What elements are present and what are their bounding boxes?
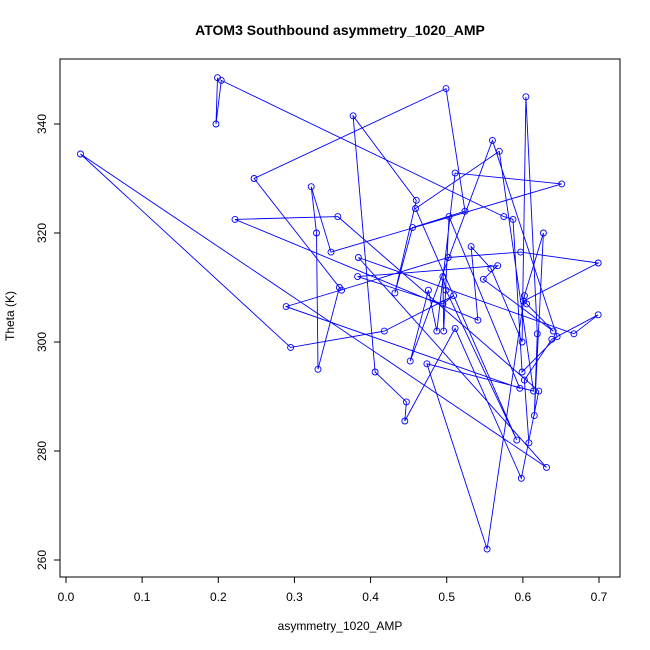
data-point	[495, 147, 503, 155]
data-point	[338, 286, 346, 294]
data-point	[520, 376, 528, 384]
data-point	[535, 387, 543, 395]
data-point	[445, 213, 453, 221]
data-point	[450, 292, 458, 300]
data-point	[533, 330, 541, 338]
data-point	[349, 112, 357, 120]
data-point	[433, 327, 441, 335]
data-point	[517, 474, 525, 482]
data-point	[412, 196, 420, 204]
data-point	[439, 273, 447, 281]
data-point	[488, 136, 496, 144]
data-point	[424, 286, 432, 294]
data-point	[516, 384, 524, 392]
data-point	[314, 365, 322, 373]
data-point	[217, 76, 225, 84]
data-point	[327, 248, 335, 256]
data-point	[594, 259, 602, 267]
data-point	[553, 333, 561, 341]
y-tick-label: 320	[35, 223, 49, 243]
chart-title: ATOM3 Southbound asymmetry_1020_AMP	[195, 22, 485, 38]
x-axis-label: asymmetry_1020_AMP	[278, 619, 403, 633]
x-tick-label: 0.4	[362, 590, 379, 604]
data-point	[231, 215, 239, 223]
data-point	[444, 254, 452, 261]
data-point	[494, 262, 502, 270]
y-tick-label: 260	[35, 550, 49, 570]
data-point	[570, 330, 578, 338]
x-tick-label: 0.6	[515, 590, 532, 604]
data-point	[442, 286, 450, 294]
data-point	[530, 412, 538, 420]
data-point	[594, 311, 602, 319]
data-point	[522, 93, 530, 101]
data-point	[467, 243, 475, 251]
data-point	[518, 368, 526, 376]
x-tick-label: 0.3	[286, 590, 303, 604]
data-point	[474, 316, 482, 324]
data-point	[513, 436, 521, 444]
data-point	[442, 85, 450, 93]
data-point	[543, 463, 550, 471]
x-tick-label: 0.5	[438, 590, 455, 604]
data-point	[391, 289, 399, 297]
data-point	[77, 150, 84, 158]
data-point	[479, 275, 487, 283]
data-point	[307, 183, 315, 191]
x-tick-label: 0.7	[591, 590, 608, 604]
y-tick-label: 280	[35, 441, 49, 461]
data-point	[549, 327, 557, 335]
data-point	[500, 213, 508, 221]
x-tick-label: 0.2	[210, 590, 227, 604]
data-point	[412, 205, 419, 212]
x-tick-label: 0.0	[58, 590, 75, 604]
y-tick-label: 300	[35, 332, 49, 352]
data-point	[487, 264, 495, 272]
data-point	[439, 300, 447, 308]
data-point	[558, 180, 566, 188]
data-point	[440, 327, 448, 335]
y-axis-label: Theta (K)	[3, 291, 17, 341]
data-point	[354, 273, 362, 281]
data-point	[483, 545, 491, 553]
data-point	[334, 213, 342, 221]
data-point	[282, 303, 290, 311]
data-point	[530, 387, 537, 395]
data-point	[517, 248, 525, 256]
data-point	[518, 338, 526, 346]
data-point	[520, 292, 528, 300]
series-layer	[77, 74, 602, 553]
data-point	[402, 398, 410, 406]
y-tick-label: 340	[35, 114, 49, 134]
data-point	[406, 357, 414, 365]
data-point	[287, 343, 295, 351]
data-point	[451, 324, 459, 332]
axes-layer: 0.0 0.1 0.2 0.3 0.4 0.5 0.6 0.7 260 280 300 320 340	[35, 114, 608, 604]
data-point	[548, 335, 556, 343]
data-point	[354, 254, 362, 261]
data-point	[451, 169, 459, 177]
data-point	[380, 327, 388, 335]
data-point	[539, 229, 547, 237]
data-point	[525, 439, 533, 447]
x-tick-label: 0.1	[134, 590, 151, 604]
data-point	[409, 224, 416, 232]
plot-frame	[59, 58, 621, 578]
data-point	[423, 360, 431, 368]
data-point	[461, 207, 469, 215]
data-point	[371, 368, 379, 376]
data-point	[523, 300, 531, 308]
data-point	[250, 175, 258, 182]
data-point	[509, 215, 517, 223]
data-point	[401, 417, 409, 425]
data-point	[313, 229, 320, 237]
data-point	[212, 120, 220, 128]
